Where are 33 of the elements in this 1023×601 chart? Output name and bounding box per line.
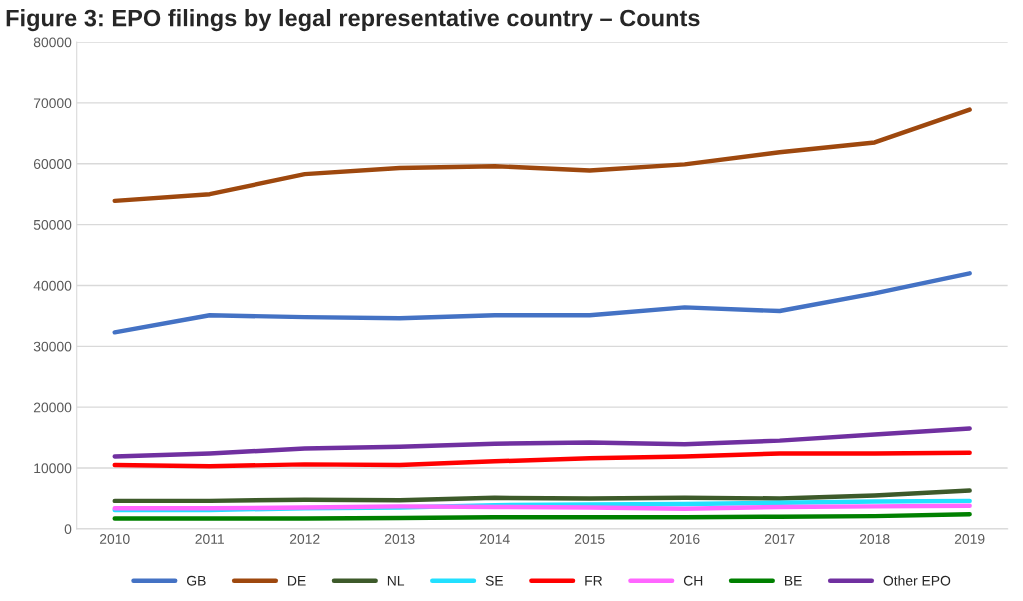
x-tick-label: 2017	[764, 534, 795, 544]
x-tick-label: 2014	[479, 534, 510, 544]
x-tick-label: 2012	[289, 534, 320, 544]
line-series	[112, 450, 972, 469]
y-tick-label: 10000	[34, 463, 72, 474]
y-tick-label: 40000	[33, 280, 72, 291]
line-series	[112, 426, 972, 459]
y-tick-label: 30000	[33, 341, 72, 352]
x-tick-label: 2015	[574, 534, 605, 544]
x-tick-label: 2010	[99, 534, 130, 544]
legend-label: SE	[485, 575, 504, 586]
legend-label: NL	[387, 575, 405, 586]
legend-label: BE	[784, 575, 802, 586]
chart-title: Figure 3: EPO filings by legal representative country – Counts	[6, 9, 700, 32]
legend-label: CH	[683, 575, 703, 586]
y-tick-label: 0	[64, 524, 72, 535]
x-tick-label: 2016	[669, 534, 700, 544]
x-tick-label: 2018	[859, 534, 890, 544]
legend-label: FR	[585, 575, 603, 586]
x-tick-label: 2011	[195, 534, 224, 544]
legend-label: GB	[187, 575, 206, 586]
line-series	[112, 271, 972, 335]
line-series	[112, 488, 972, 504]
x-tick-label: 2019	[954, 534, 985, 544]
y-tick-label: 70000	[33, 98, 72, 109]
legend-label: DE	[288, 575, 306, 586]
y-tick-label: 20000	[33, 402, 72, 413]
y-tick-label: 60000	[33, 159, 72, 169]
line-series	[112, 107, 972, 204]
x-tick-label: 2013	[384, 534, 415, 544]
y-tick-label: 80000	[33, 37, 72, 48]
y-tick-label: 50000	[33, 219, 72, 230]
legend-label: Other EPO	[883, 575, 951, 586]
